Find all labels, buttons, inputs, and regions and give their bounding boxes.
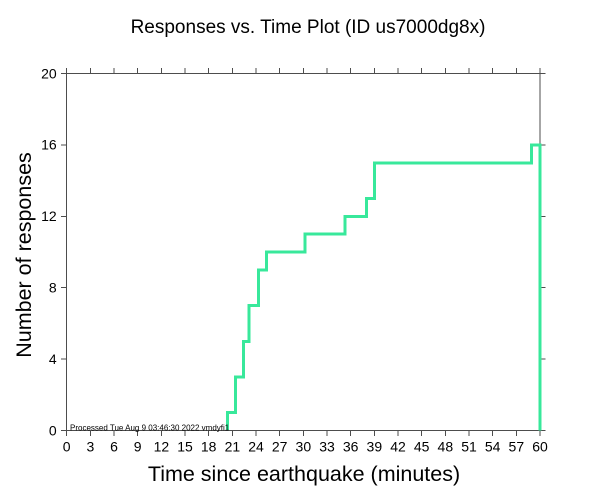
response-step-line [226, 143, 542, 431]
x-tick-label: 21 [225, 439, 241, 455]
x-tick-label: 24 [248, 439, 264, 455]
y-tick-label: 8 [49, 280, 57, 296]
x-tick-label: 6 [110, 439, 118, 455]
y-tick-label: 4 [49, 351, 57, 367]
x-tick-label: 30 [296, 439, 312, 455]
y-tick-label: 12 [41, 208, 57, 224]
x-tick-label: 48 [438, 439, 454, 455]
x-tick-label: 45 [414, 439, 430, 455]
y-axis-label: Number of responses [12, 152, 36, 358]
processed-annotation: Processed Tue Aug 9 03:46:30 2022 vmdyfi… [70, 424, 230, 433]
x-tick-label: 9 [134, 439, 142, 455]
axis-tick-labels: 0 3 6 9 12 15 18 21 24 27 30 33 36 39 42 45 48 51 54 57 6004… [41, 65, 548, 454]
x-tick-label: 3 [86, 439, 94, 455]
x-tick-label: 51 [461, 439, 477, 455]
x-tick-label: 54 [485, 439, 501, 455]
x-tick-label: 60 [532, 439, 548, 455]
axis-tick-marks [61, 68, 546, 436]
y-tick-label: 16 [41, 137, 57, 153]
x-tick-label: 18 [201, 439, 217, 455]
y-tick-label: 20 [41, 65, 57, 81]
x-tick-label: 39 [367, 439, 383, 455]
x-tick-label: 15 [177, 439, 193, 455]
chart-title: Responses vs. Time Plot (ID us7000dg8x) [131, 17, 486, 38]
y-tick-label: 0 [49, 422, 57, 438]
x-axis-label: Time since earthquake (minutes) [148, 462, 460, 486]
x-tick-label: 42 [390, 439, 406, 455]
x-tick-label: 12 [154, 439, 170, 455]
x-tick-label: 57 [509, 439, 525, 455]
x-tick-label: 0 [63, 439, 71, 455]
x-tick-label: 36 [343, 439, 359, 455]
x-tick-label: 27 [272, 439, 288, 455]
x-tick-label: 33 [319, 439, 335, 455]
